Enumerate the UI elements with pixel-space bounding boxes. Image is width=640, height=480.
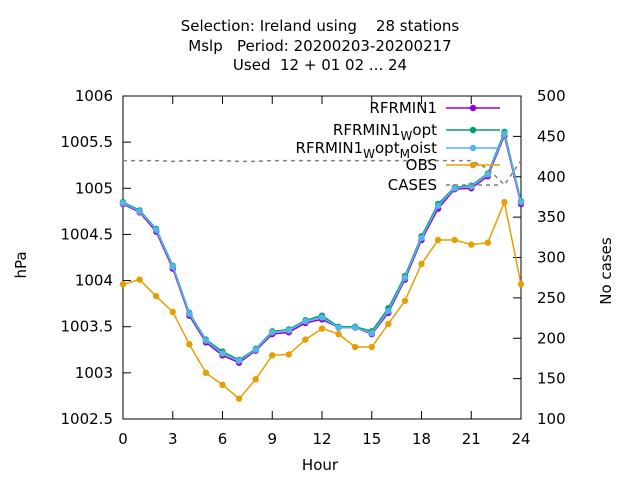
- series-point-obs: [368, 343, 375, 351]
- y2-tick-label: 350: [537, 208, 566, 226]
- y2-tick-label: 200: [537, 329, 566, 347]
- x-tick-label: 12: [312, 430, 331, 448]
- series-point-obs: [434, 236, 442, 244]
- x-tick-label: 24: [511, 430, 530, 448]
- x-tick-label: 18: [412, 430, 431, 448]
- series-point-rfrmin1_woptmoist: [119, 199, 127, 207]
- series-point-rfrmin1_woptmoist: [302, 317, 309, 325]
- legend-marker-obs: [469, 161, 477, 169]
- series-point-obs: [269, 352, 276, 359]
- series-point-obs: [169, 308, 176, 316]
- x-tick-label: 3: [168, 430, 178, 448]
- x-tick-label: 0: [118, 430, 128, 448]
- y-tick-label: 1003: [75, 364, 113, 382]
- series-point-obs: [451, 236, 458, 244]
- y-tick-label: 1003.5: [61, 318, 114, 336]
- series-point-obs: [285, 351, 293, 358]
- series-point-rfrmin1_woptmoist: [202, 337, 210, 344]
- series-point-rfrmin1_woptmoist: [235, 357, 243, 365]
- series-point-rfrmin1_woptmoist: [219, 350, 226, 357]
- legend-marker-rfrmin1: [469, 104, 477, 112]
- legend-label-rfrmin1_wopt: RFRMIN1Wopt: [333, 121, 437, 143]
- legend-label-rfrmin1: RFRMIN1: [369, 99, 437, 117]
- legend-marker-rfrmin1_wopt: [469, 126, 477, 134]
- y2-tick-label: 450: [537, 127, 566, 145]
- series-point-obs: [252, 376, 259, 383]
- series-point-rfrmin1_woptmoist: [252, 346, 259, 353]
- series-line-obs: [122, 199, 522, 400]
- series-point-rfrmin1_woptmoist: [501, 130, 508, 138]
- series-point-rfrmin1_woptmoist: [318, 314, 326, 321]
- y2-tick-label: 500: [537, 87, 566, 105]
- series-point-obs: [484, 239, 492, 246]
- y-tick-label: 1005.5: [61, 133, 114, 151]
- series-point-rfrmin1_woptmoist: [401, 274, 409, 282]
- series-point-rfrmin1_woptmoist: [285, 327, 293, 334]
- series-point-obs: [219, 381, 226, 389]
- series-point-obs: [351, 343, 359, 351]
- legend-label-obs: OBS: [406, 156, 437, 174]
- series-point-rfrmin1_woptmoist: [484, 171, 492, 178]
- series-point-obs: [302, 336, 309, 343]
- series-point-rfrmin1_woptmoist: [451, 185, 458, 192]
- x-axis-title: Hour: [301, 456, 339, 474]
- y2-tick-label: 100: [537, 410, 566, 428]
- series-point-obs: [401, 297, 409, 305]
- legend-marker-rfrmin1_woptmoist: [469, 144, 477, 152]
- chart-title-line-1: Selection: Ireland using 28 stations: [180, 17, 460, 35]
- series-point-obs: [501, 198, 508, 206]
- y2-tick-label: 300: [537, 249, 566, 267]
- series-point-rfrmin1_woptmoist: [335, 324, 342, 331]
- legend-label-rfrmin1_woptmoist: RFRMIN1WoptMoist: [296, 139, 438, 161]
- y-tick-label: 1004.5: [61, 225, 114, 243]
- series-point-rfrmin1_woptmoist: [385, 307, 392, 315]
- x-tick-label: 21: [462, 430, 481, 448]
- y-tick-label: 1004: [75, 272, 113, 290]
- series-point-obs: [202, 369, 210, 377]
- series-point-rfrmin1_woptmoist: [169, 263, 176, 270]
- series-point-obs: [119, 281, 127, 288]
- series-point-rfrmin1_woptmoist: [269, 329, 276, 336]
- legend-label-cases: CASES: [388, 176, 437, 194]
- series-point-rfrmin1_woptmoist: [517, 198, 525, 206]
- series-point-obs: [152, 293, 160, 300]
- x-tick-label: 6: [218, 430, 228, 448]
- series-point-rfrmin1_woptmoist: [368, 329, 375, 337]
- series-point-obs: [385, 320, 392, 328]
- y2-tick-label: 150: [537, 370, 566, 388]
- series-point-obs: [318, 325, 326, 332]
- series-point-rfrmin1_woptmoist: [418, 234, 425, 242]
- x-tick-label: 9: [267, 430, 277, 448]
- series-point-obs: [517, 281, 525, 288]
- series-point-obs: [136, 276, 143, 283]
- y-tick-label: 1006: [75, 87, 113, 105]
- series-point-obs: [335, 330, 342, 338]
- chart-title-line-2: Mslp Period: 20200203-20200217: [188, 37, 452, 55]
- chart-title-line-3: Used 12 + 01 02 ... 24: [232, 56, 408, 74]
- series-point-obs: [186, 341, 193, 348]
- y2-tick-label: 250: [537, 289, 566, 307]
- y2-tick-label: 400: [537, 168, 566, 186]
- y-tick-label: 1005: [75, 179, 113, 197]
- x-tick-label: 15: [362, 430, 381, 448]
- series-point-rfrmin1_woptmoist: [136, 208, 143, 215]
- series-line-cases: [123, 159, 522, 186]
- y-tick-label: 1002.5: [61, 410, 114, 428]
- series-point-obs: [468, 241, 475, 248]
- series-point-rfrmin1_woptmoist: [152, 226, 160, 234]
- series-point-rfrmin1_woptmoist: [186, 310, 193, 317]
- series-point-rfrmin1_woptmoist: [434, 202, 442, 210]
- axes-layer: 1002.510031003.510041004.510051005.51006…: [61, 87, 566, 448]
- series-layer: [119, 128, 525, 402]
- series-point-obs: [418, 260, 425, 268]
- series-point-obs: [235, 395, 243, 402]
- series-point-rfrmin1_woptmoist: [468, 183, 475, 190]
- series-point-rfrmin1_woptmoist: [351, 324, 359, 331]
